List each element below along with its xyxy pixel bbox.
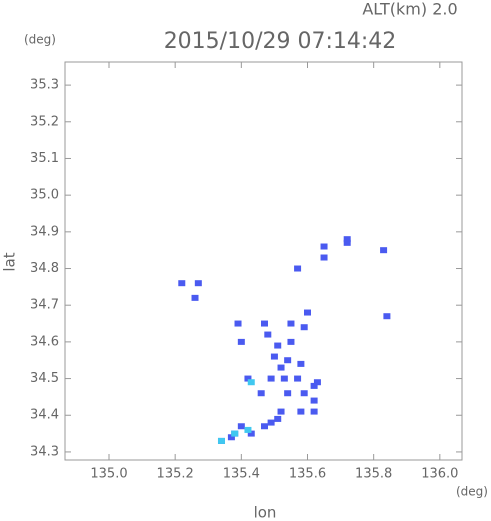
echo-cell [383,313,391,320]
x-unit: (deg) [456,485,488,499]
y-tick-label: 34.9 [30,224,59,239]
plot-frame [64,61,463,461]
y-tick-label: 34.6 [30,334,59,349]
y-tick-label: 34.4 [30,408,59,423]
echo-cell [310,408,318,415]
x-tick-label: 136.0 [421,467,458,482]
y-tick-label: 35.3 [30,78,59,93]
x-axis-label: lon [254,504,277,521]
y-tick-label: 34.5 [30,371,59,386]
echo-cell [287,320,295,327]
y-tick-label: 35.2 [30,114,59,129]
y-tick-label: 35.0 [30,188,59,203]
echo-cell [304,309,312,316]
echo-cell [270,353,278,360]
echo-cell [244,375,252,382]
echo-cell [191,294,199,301]
echo-cell [231,430,239,437]
echo-cell [237,423,245,430]
echo-cell [217,437,225,444]
echo-cell [287,338,295,345]
echo-cell [277,364,285,371]
echo-cell [264,331,272,338]
echo-cell [247,430,255,437]
echo-cell [320,243,328,250]
echo-cell [277,408,285,415]
echo-cell [297,360,305,367]
echo-cell [343,239,351,246]
echo-cell [380,247,388,254]
echo-cell [297,408,305,415]
y-unit: (deg) [24,33,56,47]
x-tick-label: 135.0 [90,467,127,482]
x-tick-label: 135.4 [223,467,260,482]
echo-cell [257,390,265,397]
echo-cell [310,382,318,389]
x-tick-label: 135.2 [157,467,194,482]
y-tick-label: 35.1 [30,151,59,166]
echo-cell [300,390,308,397]
echo-cell [267,419,275,426]
echo-cell [284,390,292,397]
echo-cell [237,338,245,345]
echo-cell [300,324,308,331]
echo-cell [310,397,318,404]
echo-cell [274,415,282,422]
echo-cell [294,265,302,272]
y-tick-label: 34.3 [30,444,59,459]
echo-cell [280,375,288,382]
echo-cell [178,280,186,287]
echo-cell [267,375,275,382]
echo-cell [227,434,235,441]
x-tick-label: 135.8 [355,467,392,482]
echo-cell [260,423,268,430]
y-tick-label: 34.8 [30,261,59,276]
altitude-header: ALT(km) 2.0 [362,0,457,19]
chart-title: 2015/10/29 07:14:42 [164,29,397,54]
y-axis-label: lat [1,252,19,271]
echo-cell [260,320,268,327]
echo-cell [234,320,242,327]
echo-cell [343,236,351,243]
echo-cell [194,280,202,287]
echo-cell [313,379,321,386]
echo-cell [320,254,328,261]
y-tick-label: 34.7 [30,298,59,313]
x-tick-label: 135.6 [289,467,326,482]
echo-cell [244,426,252,433]
echo-cell [284,357,292,364]
echo-cell [247,379,255,386]
echo-cell [274,342,282,349]
echo-cell [294,375,302,382]
